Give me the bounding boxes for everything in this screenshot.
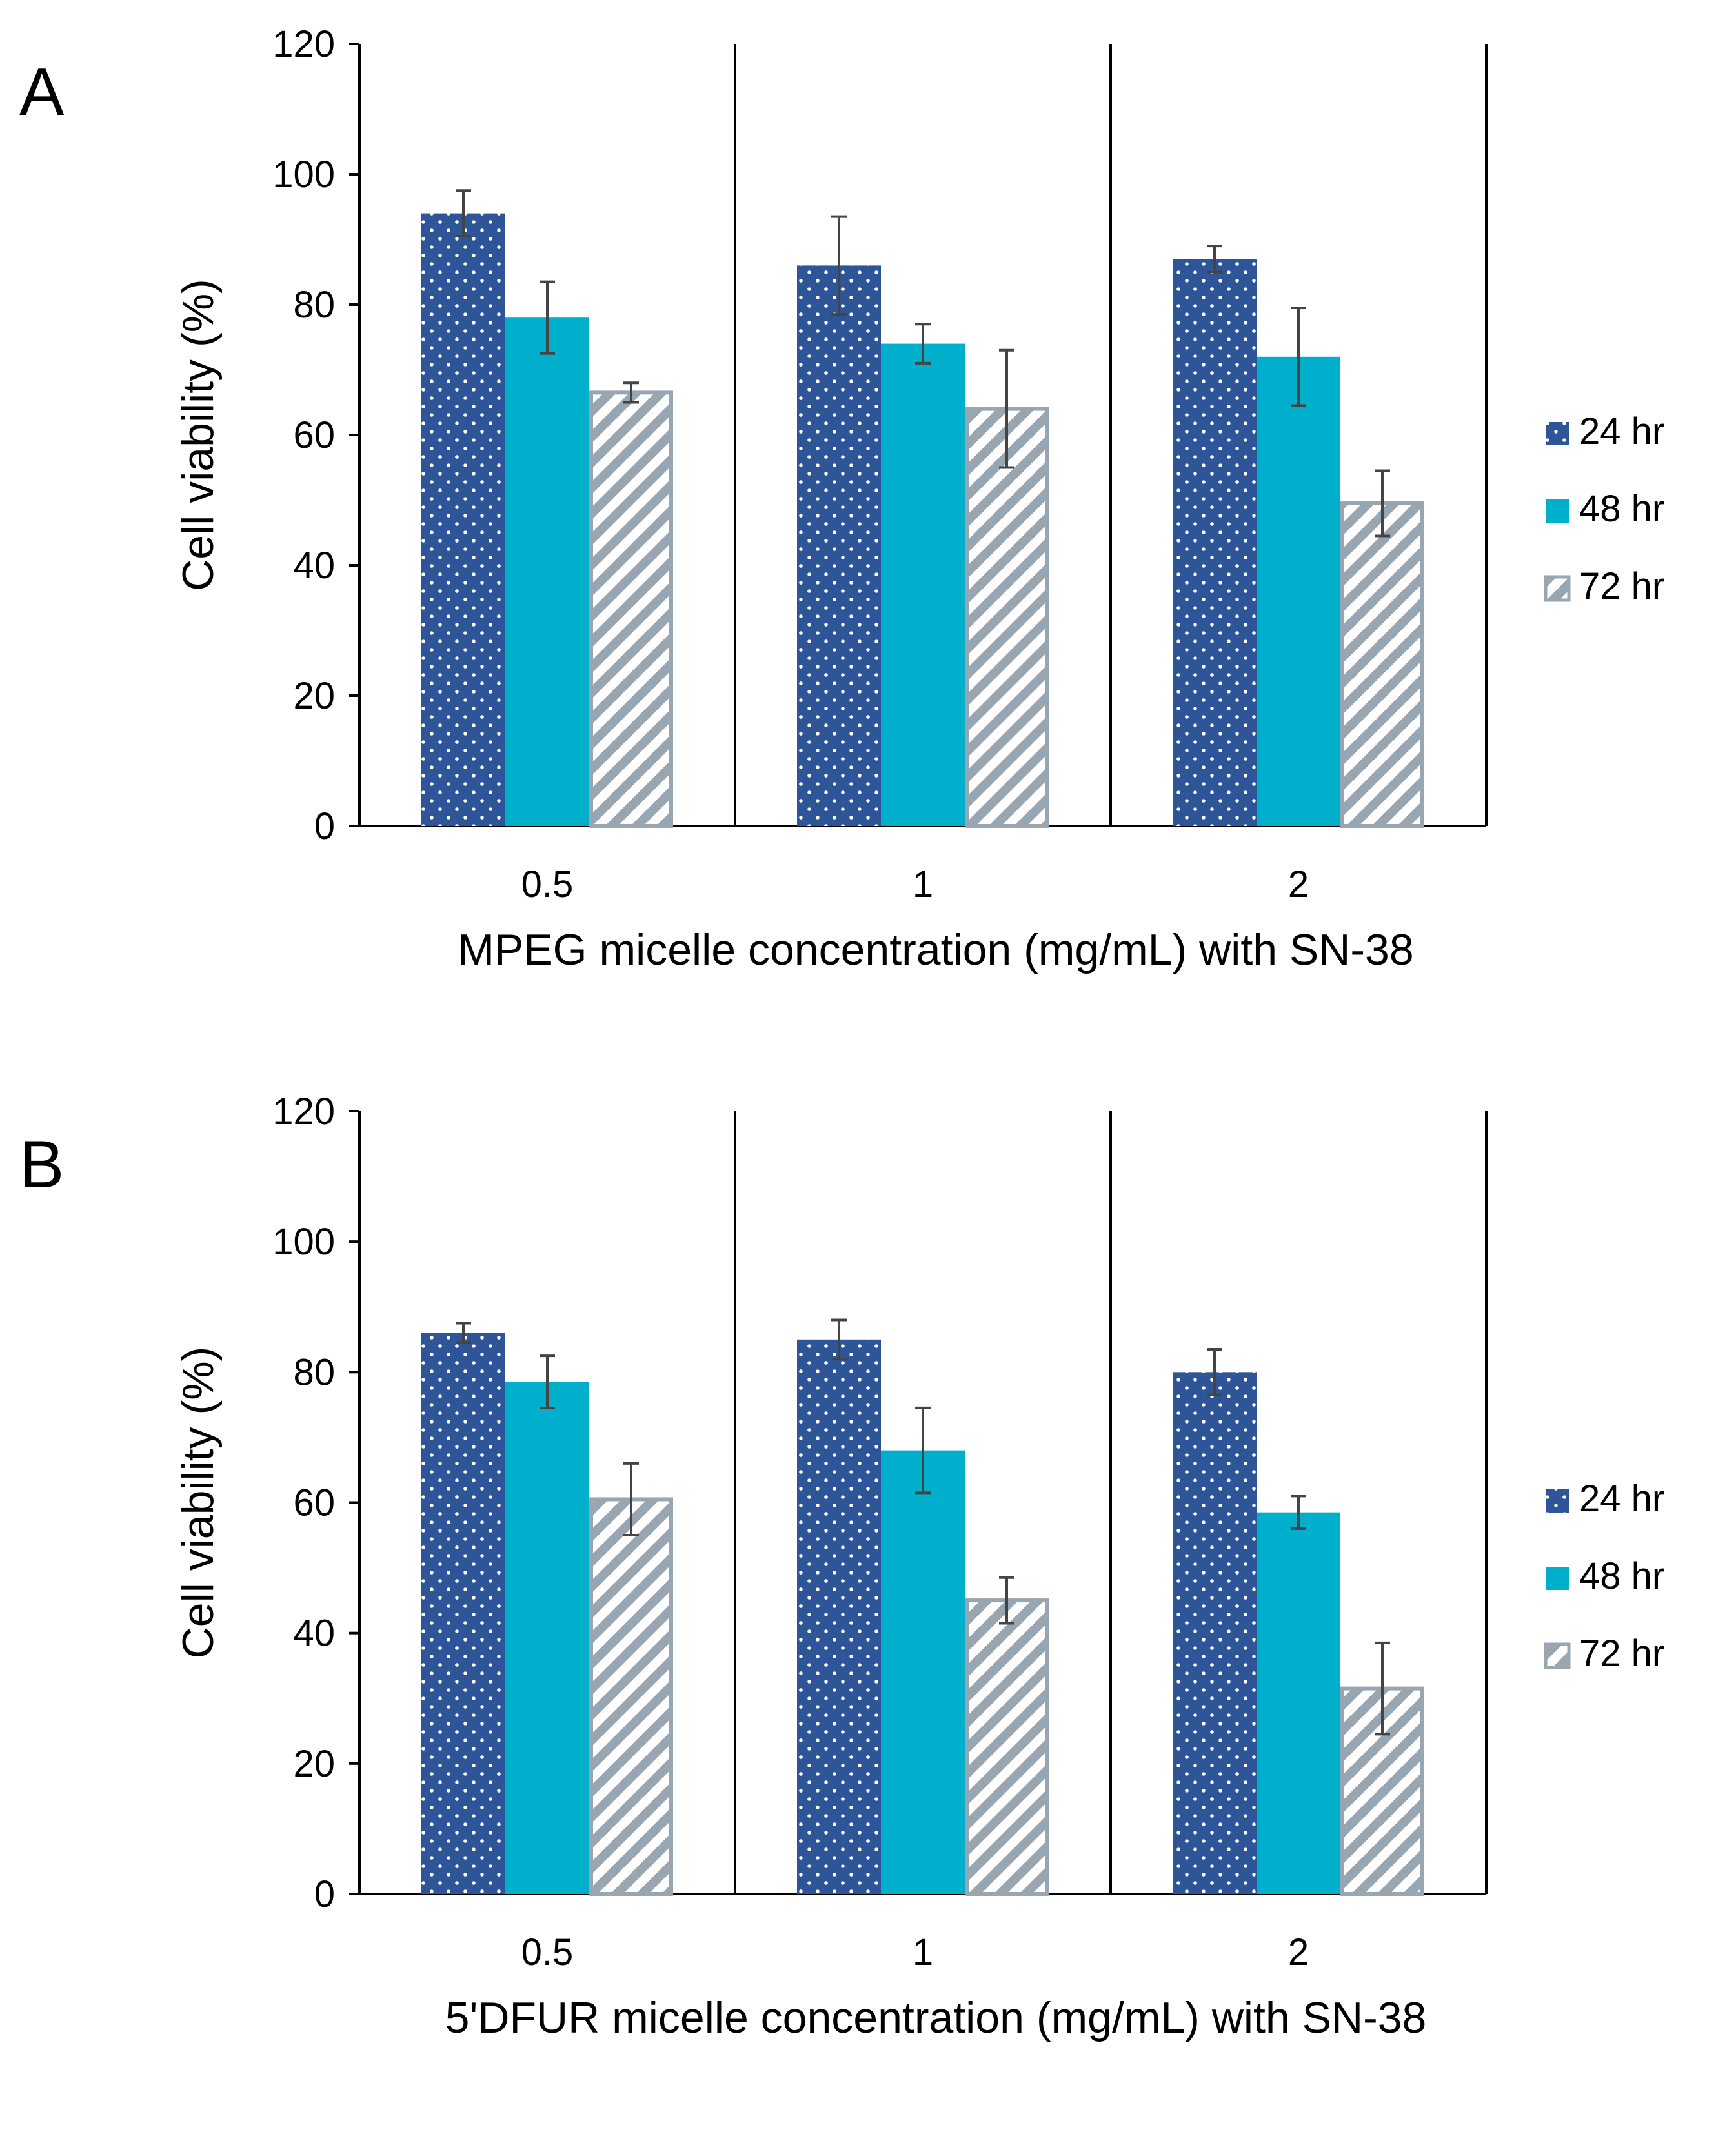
y-axis-title: Cell viability (%) xyxy=(174,1347,223,1659)
legend-label: 24 hr xyxy=(1579,1478,1664,1520)
y-tick-label: 100 xyxy=(272,154,335,196)
legend-swatch-48hr xyxy=(1546,499,1569,523)
legend-swatch-24hr xyxy=(1546,1489,1569,1513)
bar-48hr-2 xyxy=(1257,356,1340,826)
bar-48hr-1 xyxy=(881,1450,965,1894)
panel-letter: B xyxy=(19,1127,64,1202)
y-tick-label: 120 xyxy=(272,1091,335,1132)
x-tick-label: 1 xyxy=(913,863,933,905)
x-tick-label: 2 xyxy=(1288,1931,1309,1973)
legend-swatch-72hr xyxy=(1544,575,1571,602)
y-tick-label: 60 xyxy=(293,414,335,456)
y-tick-label: 40 xyxy=(293,1613,335,1655)
y-tick-label: 80 xyxy=(293,284,335,326)
bar-48hr-1 xyxy=(881,343,965,826)
panel-letter: A xyxy=(19,55,65,130)
x-tick-label: 1 xyxy=(913,1931,933,1973)
bar-24hr-0.5 xyxy=(421,1333,505,1894)
bar-24hr-1 xyxy=(797,265,881,826)
legend-label: 24 hr xyxy=(1579,410,1664,452)
y-tick-label: 60 xyxy=(293,1482,335,1524)
y-tick-label: 20 xyxy=(293,675,335,717)
bar-72hr-1 xyxy=(965,407,1049,828)
y-axis-title: Cell viability (%) xyxy=(174,279,223,591)
panel-a: A 0 20 40 60 80 100 120 0.5 1 2 MPEG micelle concen… xyxy=(19,23,1664,974)
bar-48hr-0.5 xyxy=(505,317,589,826)
bar-72hr-0.5 xyxy=(589,390,673,828)
bar-24hr-1 xyxy=(797,1339,881,1894)
legend-label: 48 hr xyxy=(1579,488,1664,530)
y-tick-label: 120 xyxy=(272,23,335,65)
bar-24hr-0.5 xyxy=(421,213,505,827)
x-axis-title: MPEG micelle concentration (mg/mL) with … xyxy=(458,925,1413,974)
y-tick-label: 0 xyxy=(314,805,335,847)
x-tick-label: 0.5 xyxy=(521,1931,574,1973)
bar-72hr-2 xyxy=(1340,501,1424,828)
y-tick-label: 80 xyxy=(293,1351,335,1393)
x-axis-title: 5'DFUR micelle concentration (mg/mL) wit… xyxy=(445,1993,1427,2042)
bar-48hr-0.5 xyxy=(505,1382,589,1894)
panel-b: B 0 20 40 60 80 100 120 0.5 1 2 5'DFUR micelle conc… xyxy=(19,1091,1664,2042)
bar-48hr-2 xyxy=(1257,1512,1340,1894)
y-tick-label: 100 xyxy=(272,1221,335,1263)
bar-24hr-2 xyxy=(1173,259,1257,826)
legend-swatch-48hr xyxy=(1546,1567,1569,1590)
legend-swatch-24hr xyxy=(1546,422,1569,445)
legend-label: 72 hr xyxy=(1579,1633,1664,1675)
legend-swatch-72hr xyxy=(1544,1642,1571,1669)
x-tick-label: 2 xyxy=(1288,863,1309,905)
bar-72hr-1 xyxy=(965,1598,1049,1896)
y-tick-label: 20 xyxy=(293,1743,335,1785)
y-tick-label: 0 xyxy=(314,1873,335,1915)
x-tick-label: 0.5 xyxy=(521,863,574,905)
legend-label: 48 hr xyxy=(1579,1555,1664,1597)
y-tick-label: 40 xyxy=(293,545,335,587)
bar-24hr-2 xyxy=(1173,1372,1257,1894)
bar-72hr-0.5 xyxy=(589,1497,673,1896)
legend-label: 72 hr xyxy=(1579,565,1664,607)
